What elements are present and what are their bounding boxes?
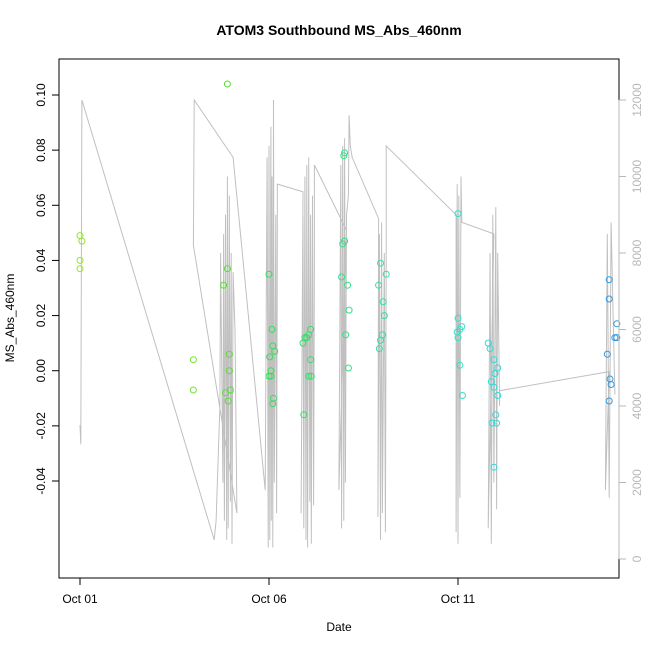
data-point xyxy=(340,152,348,160)
scatter-points xyxy=(76,80,621,471)
y-axis-label: MS_Abs_460nm xyxy=(3,274,17,363)
data-point xyxy=(265,372,273,380)
secondary-y-axis: 0 2000 4000 6000 8000 10000 12000 xyxy=(618,83,644,562)
y-tick-label: 0.08 xyxy=(34,138,48,162)
data-point xyxy=(339,240,347,248)
data-point xyxy=(225,350,233,358)
y2-tick-label: 6000 xyxy=(630,316,644,343)
data-point xyxy=(271,347,279,355)
data-point xyxy=(454,210,462,218)
data-point xyxy=(303,334,311,342)
data-point xyxy=(380,312,388,320)
data-point xyxy=(224,397,232,405)
y-axis: -0.04 -0.02 0.00 0.02 0.04 0.06 0.08 0.10 xyxy=(34,83,60,495)
data-point xyxy=(375,281,383,289)
chart-title: ATOM3 Southbound MS_Abs_460nm xyxy=(216,22,461,38)
data-point xyxy=(223,265,231,273)
y2-tick-label: 2000 xyxy=(630,469,644,496)
data-point xyxy=(344,364,352,372)
plot-frame xyxy=(58,58,620,579)
data-point xyxy=(307,325,315,333)
data-point xyxy=(379,298,387,306)
y-tick-label: -0.02 xyxy=(34,412,48,440)
x-axis: Oct 01 Oct 06 Oct 11 xyxy=(62,577,476,606)
data-point xyxy=(490,463,498,471)
data-point xyxy=(490,356,498,364)
data-point xyxy=(494,392,502,399)
data-point xyxy=(375,345,383,353)
y2-tick-label: 0 xyxy=(630,555,644,562)
data-point xyxy=(487,378,495,386)
data-point xyxy=(454,314,462,322)
y-tick-label: 0.10 xyxy=(34,83,48,107)
data-point xyxy=(494,364,502,372)
y-tick-label: 0.04 xyxy=(34,248,48,272)
data-point xyxy=(605,276,613,284)
data-point xyxy=(265,270,273,278)
data-point xyxy=(78,237,86,245)
data-point xyxy=(490,383,498,391)
y-tick-label: -0.04 xyxy=(34,467,48,495)
data-point xyxy=(307,356,315,364)
data-point xyxy=(488,419,496,427)
data-point xyxy=(300,411,308,419)
data-point xyxy=(342,331,350,339)
data-point xyxy=(456,361,464,369)
line-path xyxy=(79,98,616,548)
data-point xyxy=(338,273,346,281)
data-point xyxy=(299,339,307,347)
data-point xyxy=(607,381,615,388)
data-point xyxy=(189,356,197,364)
data-point xyxy=(345,306,353,314)
data-point xyxy=(603,350,611,358)
data-point xyxy=(307,372,315,380)
data-point xyxy=(382,270,390,278)
data-point xyxy=(492,411,500,419)
data-point xyxy=(377,259,384,267)
data-point xyxy=(493,419,501,427)
x-tick-label: Oct 11 xyxy=(441,592,476,606)
data-point xyxy=(266,353,274,361)
data-point xyxy=(613,334,621,342)
data-point xyxy=(454,334,462,342)
data-point xyxy=(269,400,277,408)
data-point xyxy=(605,397,613,405)
data-point xyxy=(220,281,228,289)
data-point xyxy=(611,334,619,342)
x-tick-label: Oct 01 xyxy=(62,592,98,606)
y-tick-label: 0.02 xyxy=(34,304,48,328)
y-tick-label: 0.06 xyxy=(34,193,48,217)
data-point xyxy=(491,370,499,377)
data-point xyxy=(459,392,466,399)
data-point xyxy=(76,256,84,264)
data-point xyxy=(267,372,275,380)
data-point xyxy=(605,295,613,303)
data-point xyxy=(225,367,233,375)
data-point xyxy=(341,149,349,157)
data-point xyxy=(344,281,352,289)
data-point xyxy=(223,80,231,88)
data-point xyxy=(76,265,84,273)
data-point xyxy=(189,386,197,394)
x-tick-label: Oct 06 xyxy=(251,592,287,606)
y2-tick-label: 12000 xyxy=(630,83,644,117)
y2-tick-label: 10000 xyxy=(630,159,644,193)
data-point xyxy=(486,345,494,353)
data-point xyxy=(222,389,229,397)
secondary-line-series xyxy=(79,98,616,548)
y2-tick-label: 4000 xyxy=(630,392,644,419)
x-axis-label: Date xyxy=(326,620,352,634)
data-point xyxy=(377,336,384,344)
data-point xyxy=(268,325,276,333)
data-point xyxy=(613,320,621,328)
y-tick-label: 0.00 xyxy=(34,359,48,383)
y2-tick-label: 8000 xyxy=(630,239,644,266)
data-point xyxy=(305,372,313,380)
